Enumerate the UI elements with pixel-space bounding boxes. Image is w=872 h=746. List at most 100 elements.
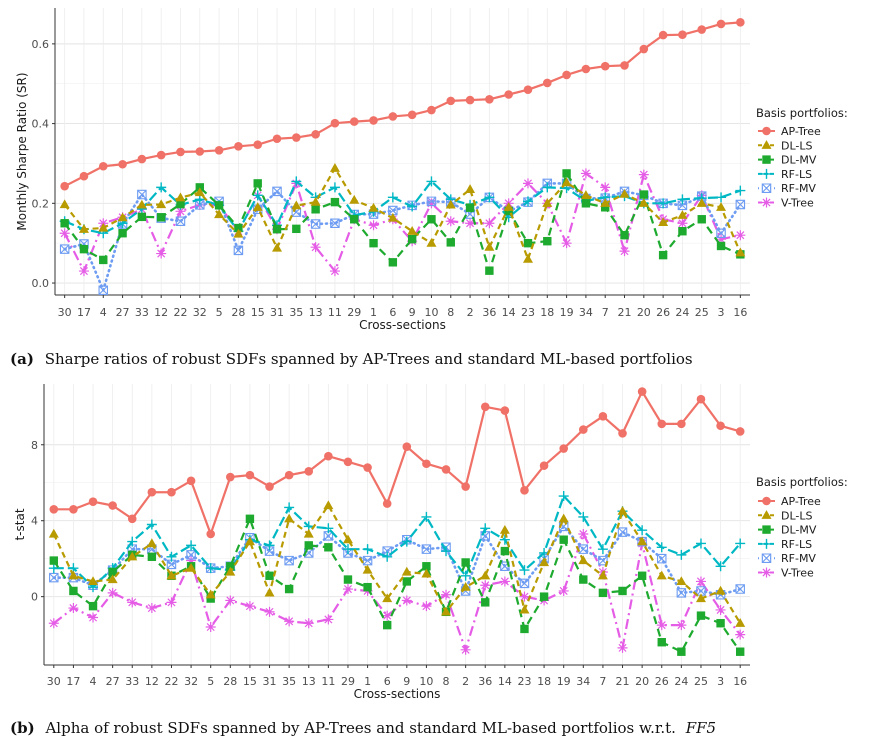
data-point — [407, 226, 418, 235]
caption-b: (b) Alpha of robust SDFs spanned by AP-T… — [10, 719, 716, 737]
legend-item-v-tree: V-Tree — [758, 567, 814, 580]
data-point — [186, 476, 196, 486]
x-tick-label: 22 — [164, 675, 178, 688]
data-point — [523, 238, 533, 248]
caption-b-model: FF5 — [685, 719, 716, 737]
legend-item-rf-ls: RF-LS — [758, 168, 812, 181]
x-tick-label: 4 — [90, 675, 97, 688]
data-point — [561, 238, 572, 249]
data-point — [461, 558, 470, 567]
data-point — [578, 511, 589, 522]
data-point — [657, 553, 667, 564]
data-point — [637, 387, 647, 396]
legend-label: AP-Tree — [781, 495, 821, 508]
data-point — [484, 192, 495, 203]
data-point — [214, 209, 225, 219]
series-line — [63, 182, 742, 292]
data-point — [581, 199, 591, 208]
data-point — [542, 198, 553, 207]
data-point — [388, 258, 398, 267]
data-point — [617, 506, 628, 515]
x-tick-label: 19 — [557, 675, 571, 688]
legend-label: DL-MV — [781, 524, 817, 537]
series-dl-ls — [48, 500, 746, 627]
data-point — [427, 105, 436, 115]
data-point — [480, 570, 491, 580]
legend-label: AP-Tree — [781, 125, 821, 138]
data-point — [48, 563, 59, 574]
data-point — [735, 538, 746, 549]
data-point — [343, 575, 353, 584]
series-ap-tree — [60, 18, 745, 191]
x-tick-label: 29 — [341, 675, 355, 688]
data-point — [108, 501, 117, 510]
data-point — [363, 463, 372, 472]
y-axis-label: Monthly Sharpe Ratio (SR) — [15, 72, 29, 230]
x-tick-label: 14 — [502, 306, 516, 319]
data-point — [637, 571, 647, 580]
x-tick-label: 16 — [733, 675, 747, 688]
x-tick-label: 21 — [616, 675, 630, 688]
data-point — [310, 196, 321, 206]
data-point — [523, 85, 533, 95]
x-tick-label: 3 — [718, 306, 725, 319]
data-point — [421, 568, 432, 578]
data-point — [186, 540, 197, 551]
data-point — [363, 582, 372, 592]
data-point — [598, 411, 608, 421]
x-tick-label: 2 — [462, 675, 469, 688]
x-tick-label: 13 — [309, 306, 323, 319]
data-point — [99, 255, 108, 265]
data-point — [446, 96, 456, 106]
series-ap-tree — [49, 387, 745, 539]
data-point — [677, 419, 686, 429]
data-point — [156, 248, 167, 259]
data-point — [186, 550, 196, 560]
data-point — [677, 218, 688, 229]
data-point — [342, 584, 353, 595]
data-point — [441, 606, 452, 616]
caption-b-label: (b) — [10, 719, 35, 737]
data-point — [426, 196, 437, 207]
data-point — [166, 551, 177, 562]
data-point — [578, 528, 589, 539]
legend-label: V-Tree — [781, 567, 814, 580]
data-point — [715, 604, 726, 615]
data-point — [460, 570, 471, 581]
data-point — [118, 159, 127, 169]
data-point — [598, 588, 608, 598]
data-point — [695, 593, 706, 603]
legend-title: Basis portfolios: — [756, 475, 848, 489]
data-point — [735, 199, 746, 210]
data-point — [696, 198, 707, 207]
data-point — [695, 538, 706, 549]
data-point — [167, 487, 176, 497]
caption-a: (a) Sharpe ratios of robust SDFs spanned… — [10, 350, 693, 368]
data-point — [421, 601, 432, 612]
data-point — [323, 614, 334, 625]
data-point — [118, 229, 127, 238]
data-point — [176, 199, 185, 209]
data-point — [735, 185, 746, 196]
data-point — [578, 555, 589, 565]
data-point — [677, 200, 688, 211]
data-point — [657, 638, 666, 647]
data-point — [69, 586, 78, 596]
data-point — [136, 199, 147, 209]
x-tick-label: 20 — [637, 306, 651, 319]
data-point — [186, 562, 197, 572]
data-point — [676, 549, 687, 560]
caption-a-label: (a) — [10, 350, 34, 368]
data-point — [678, 227, 687, 236]
data-point — [127, 551, 138, 561]
x-tick-label: 25 — [695, 306, 709, 319]
legend-item-rf-ls: RF-LS — [758, 538, 812, 551]
x-tick-label: 16 — [733, 306, 747, 319]
x-tick-label: 30 — [58, 306, 72, 319]
data-point — [146, 538, 157, 548]
x-tick-label: 9 — [403, 675, 410, 688]
data-point — [368, 202, 379, 212]
data-point — [441, 546, 452, 557]
legend-key-marker — [762, 155, 771, 164]
